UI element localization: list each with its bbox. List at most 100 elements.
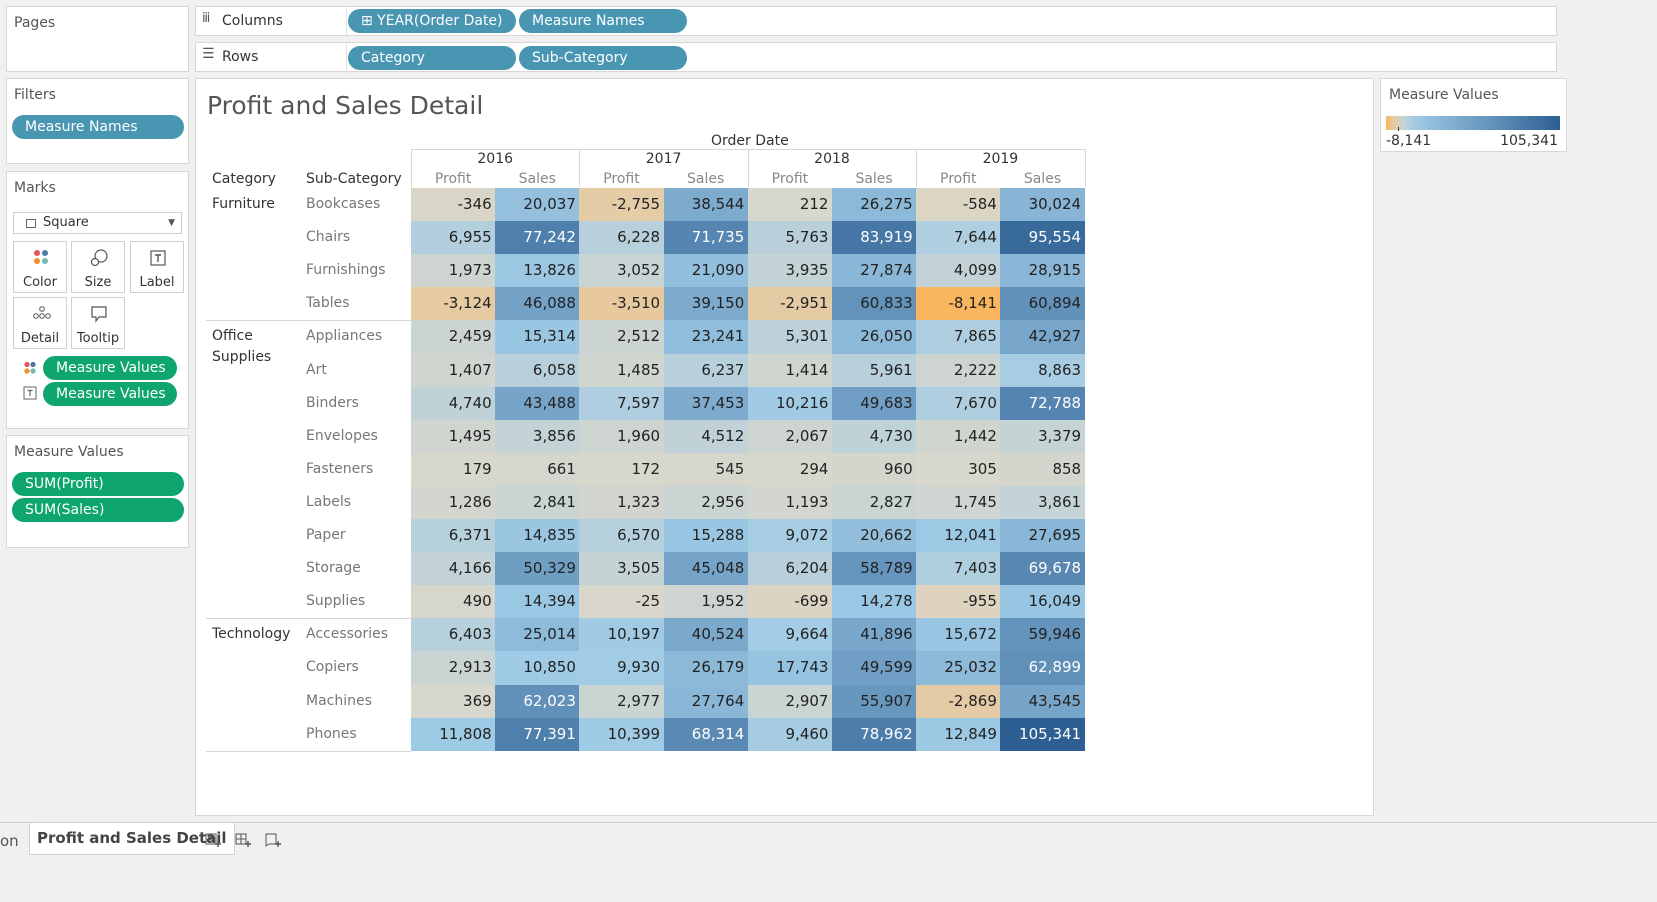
measure-pill-sum-sales[interactable]: SUM(Sales): [12, 498, 184, 522]
table-cell: -584: [916, 188, 1001, 222]
table-cell: 11,808: [411, 717, 496, 752]
rows-shelf[interactable]: ☰ Rows Category Sub-Category: [195, 42, 1557, 73]
detail-button-label: Detail: [20, 331, 60, 346]
table-cell: 49,683: [832, 386, 917, 421]
table-cell: 23,241: [663, 320, 749, 354]
columns-shelf[interactable]: ⅲ Columns ⊞ YEAR(Order Date) Measure Nam…: [195, 6, 1557, 37]
columns-pill-measure-names[interactable]: Measure Names: [519, 9, 687, 33]
table-cell: 3,379: [1000, 419, 1086, 454]
new-worksheet-icon[interactable]: [204, 831, 222, 849]
table-cell: 10,197: [579, 618, 665, 652]
table-cell: 77,242: [495, 221, 580, 255]
table-cell: 41,896: [832, 618, 917, 652]
table-cell: 9,072: [747, 519, 833, 553]
table-cell: -8,141: [916, 287, 1001, 321]
label-mark-icon: [23, 386, 37, 400]
category-label: Office Supplies: [212, 328, 272, 366]
subcategory-label: Copiers: [306, 659, 359, 676]
table-cell: -2,755: [579, 188, 665, 222]
table-cell: 27,695: [1000, 519, 1086, 553]
filter-pill-measure-names[interactable]: Measure Names: [12, 115, 184, 139]
measure-values-title: Measure Values: [14, 444, 124, 460]
new-story-icon[interactable]: [264, 831, 282, 849]
year-divider: [579, 149, 581, 187]
pages-shelf[interactable]: Pages: [6, 6, 189, 72]
table-cell: 78,962: [832, 717, 917, 752]
label-button-label: Label: [139, 275, 175, 290]
table-cell: 6,204: [747, 552, 833, 586]
subcategory-label: Chairs: [306, 229, 351, 246]
mark-type-dropdown[interactable]: Square ▼: [13, 212, 182, 234]
subcategory-label: Art: [306, 361, 327, 378]
table-cell: 40,524: [663, 618, 749, 652]
table-cell: 6,570: [579, 519, 665, 553]
marks-pill-label-measure-values[interactable]: Measure Values: [43, 382, 177, 406]
year-header-2018: 2018: [814, 151, 850, 167]
measure-values-card: Measure Values SUM(Profit) SUM(Sales): [6, 435, 189, 548]
table-cell: 8,863: [1000, 353, 1086, 388]
tab-data-source[interactable]: on: [0, 832, 19, 850]
subcategory-label: Accessories: [306, 626, 389, 643]
table-cell: 4,740: [411, 386, 496, 421]
columns-pill-year-order-date[interactable]: ⊞ YEAR(Order Date): [348, 9, 516, 33]
subcategory-label: Paper: [306, 527, 346, 543]
rows-icon: ☰: [202, 46, 215, 62]
table-cell: 77,391: [495, 717, 580, 752]
table-cell: 9,930: [579, 651, 665, 685]
color-button[interactable]: Color: [13, 241, 67, 293]
table-cell: 6,237: [663, 353, 749, 388]
measure-header-sales: Sales: [687, 171, 725, 187]
table-cell: 7,670: [916, 386, 1001, 421]
table-cell: 1,952: [663, 585, 749, 619]
table-cell: 172: [579, 452, 665, 487]
table-cell: 13,826: [495, 254, 580, 288]
table-cell: 26,275: [832, 188, 917, 222]
filters-title: Filters: [14, 87, 56, 103]
tab-profit-and-sales-detail[interactable]: Profit and Sales Detail: [29, 823, 235, 855]
rows-pill-sub-category[interactable]: Sub-Category: [519, 46, 687, 70]
table-cell: 9,664: [747, 618, 833, 652]
table-cell: 20,662: [832, 519, 917, 553]
new-dashboard-icon[interactable]: [234, 831, 252, 849]
table-cell: 60,894: [1000, 287, 1086, 321]
year-divider: [1084, 149, 1086, 187]
table-cell: 37,453: [663, 386, 749, 421]
square-icon: [26, 219, 36, 228]
view-title: Profit and Sales Detail: [207, 91, 484, 120]
category-divider: [206, 750, 411, 752]
size-button[interactable]: Size: [71, 241, 125, 293]
table-cell: 1,973: [411, 254, 496, 288]
legend-zero-tick: [1398, 127, 1399, 131]
filters-shelf[interactable]: Filters Measure Names: [6, 78, 189, 164]
rows-pill-category[interactable]: Category: [348, 46, 516, 70]
table-cell: 2,459: [411, 320, 496, 354]
measure-header-profit: Profit: [940, 171, 977, 187]
header-top-rule: [411, 149, 1085, 150]
color-button-label: Color: [23, 275, 57, 290]
category-label: Furniture: [212, 196, 275, 212]
table-cell: -3,124: [411, 287, 496, 321]
table-cell: 2,977: [579, 684, 665, 719]
table-cell: -2,951: [747, 287, 833, 321]
table-cell: 15,288: [663, 519, 749, 553]
table-cell: 2,956: [663, 485, 749, 520]
subcategory-label: Tables: [306, 295, 350, 312]
marks-pill-color-measure-values[interactable]: Measure Values: [43, 356, 177, 380]
category-divider: [206, 618, 411, 620]
table-cell: 62,023: [495, 684, 580, 719]
detail-button[interactable]: Detail: [13, 297, 67, 349]
table-cell: 6,228: [579, 221, 665, 255]
year-header-2019: 2019: [982, 151, 1019, 167]
color-legend[interactable]: Measure Values -8,141 105,341: [1380, 78, 1567, 152]
table-cell: 5,961: [832, 353, 917, 388]
label-icon: [150, 250, 166, 266]
subcategory-label: Bookcases: [306, 196, 381, 212]
table-cell: 68,314: [663, 717, 749, 752]
tooltip-button[interactable]: Tooltip: [71, 297, 125, 349]
label-button[interactable]: Label: [130, 241, 184, 293]
table-cell: 55,907: [832, 684, 917, 719]
measure-pill-sum-profit[interactable]: SUM(Profit): [12, 472, 184, 496]
year-header-2017: 2017: [645, 151, 682, 167]
table-cell: 27,874: [832, 254, 917, 288]
table-cell: 105,341: [1000, 717, 1086, 752]
